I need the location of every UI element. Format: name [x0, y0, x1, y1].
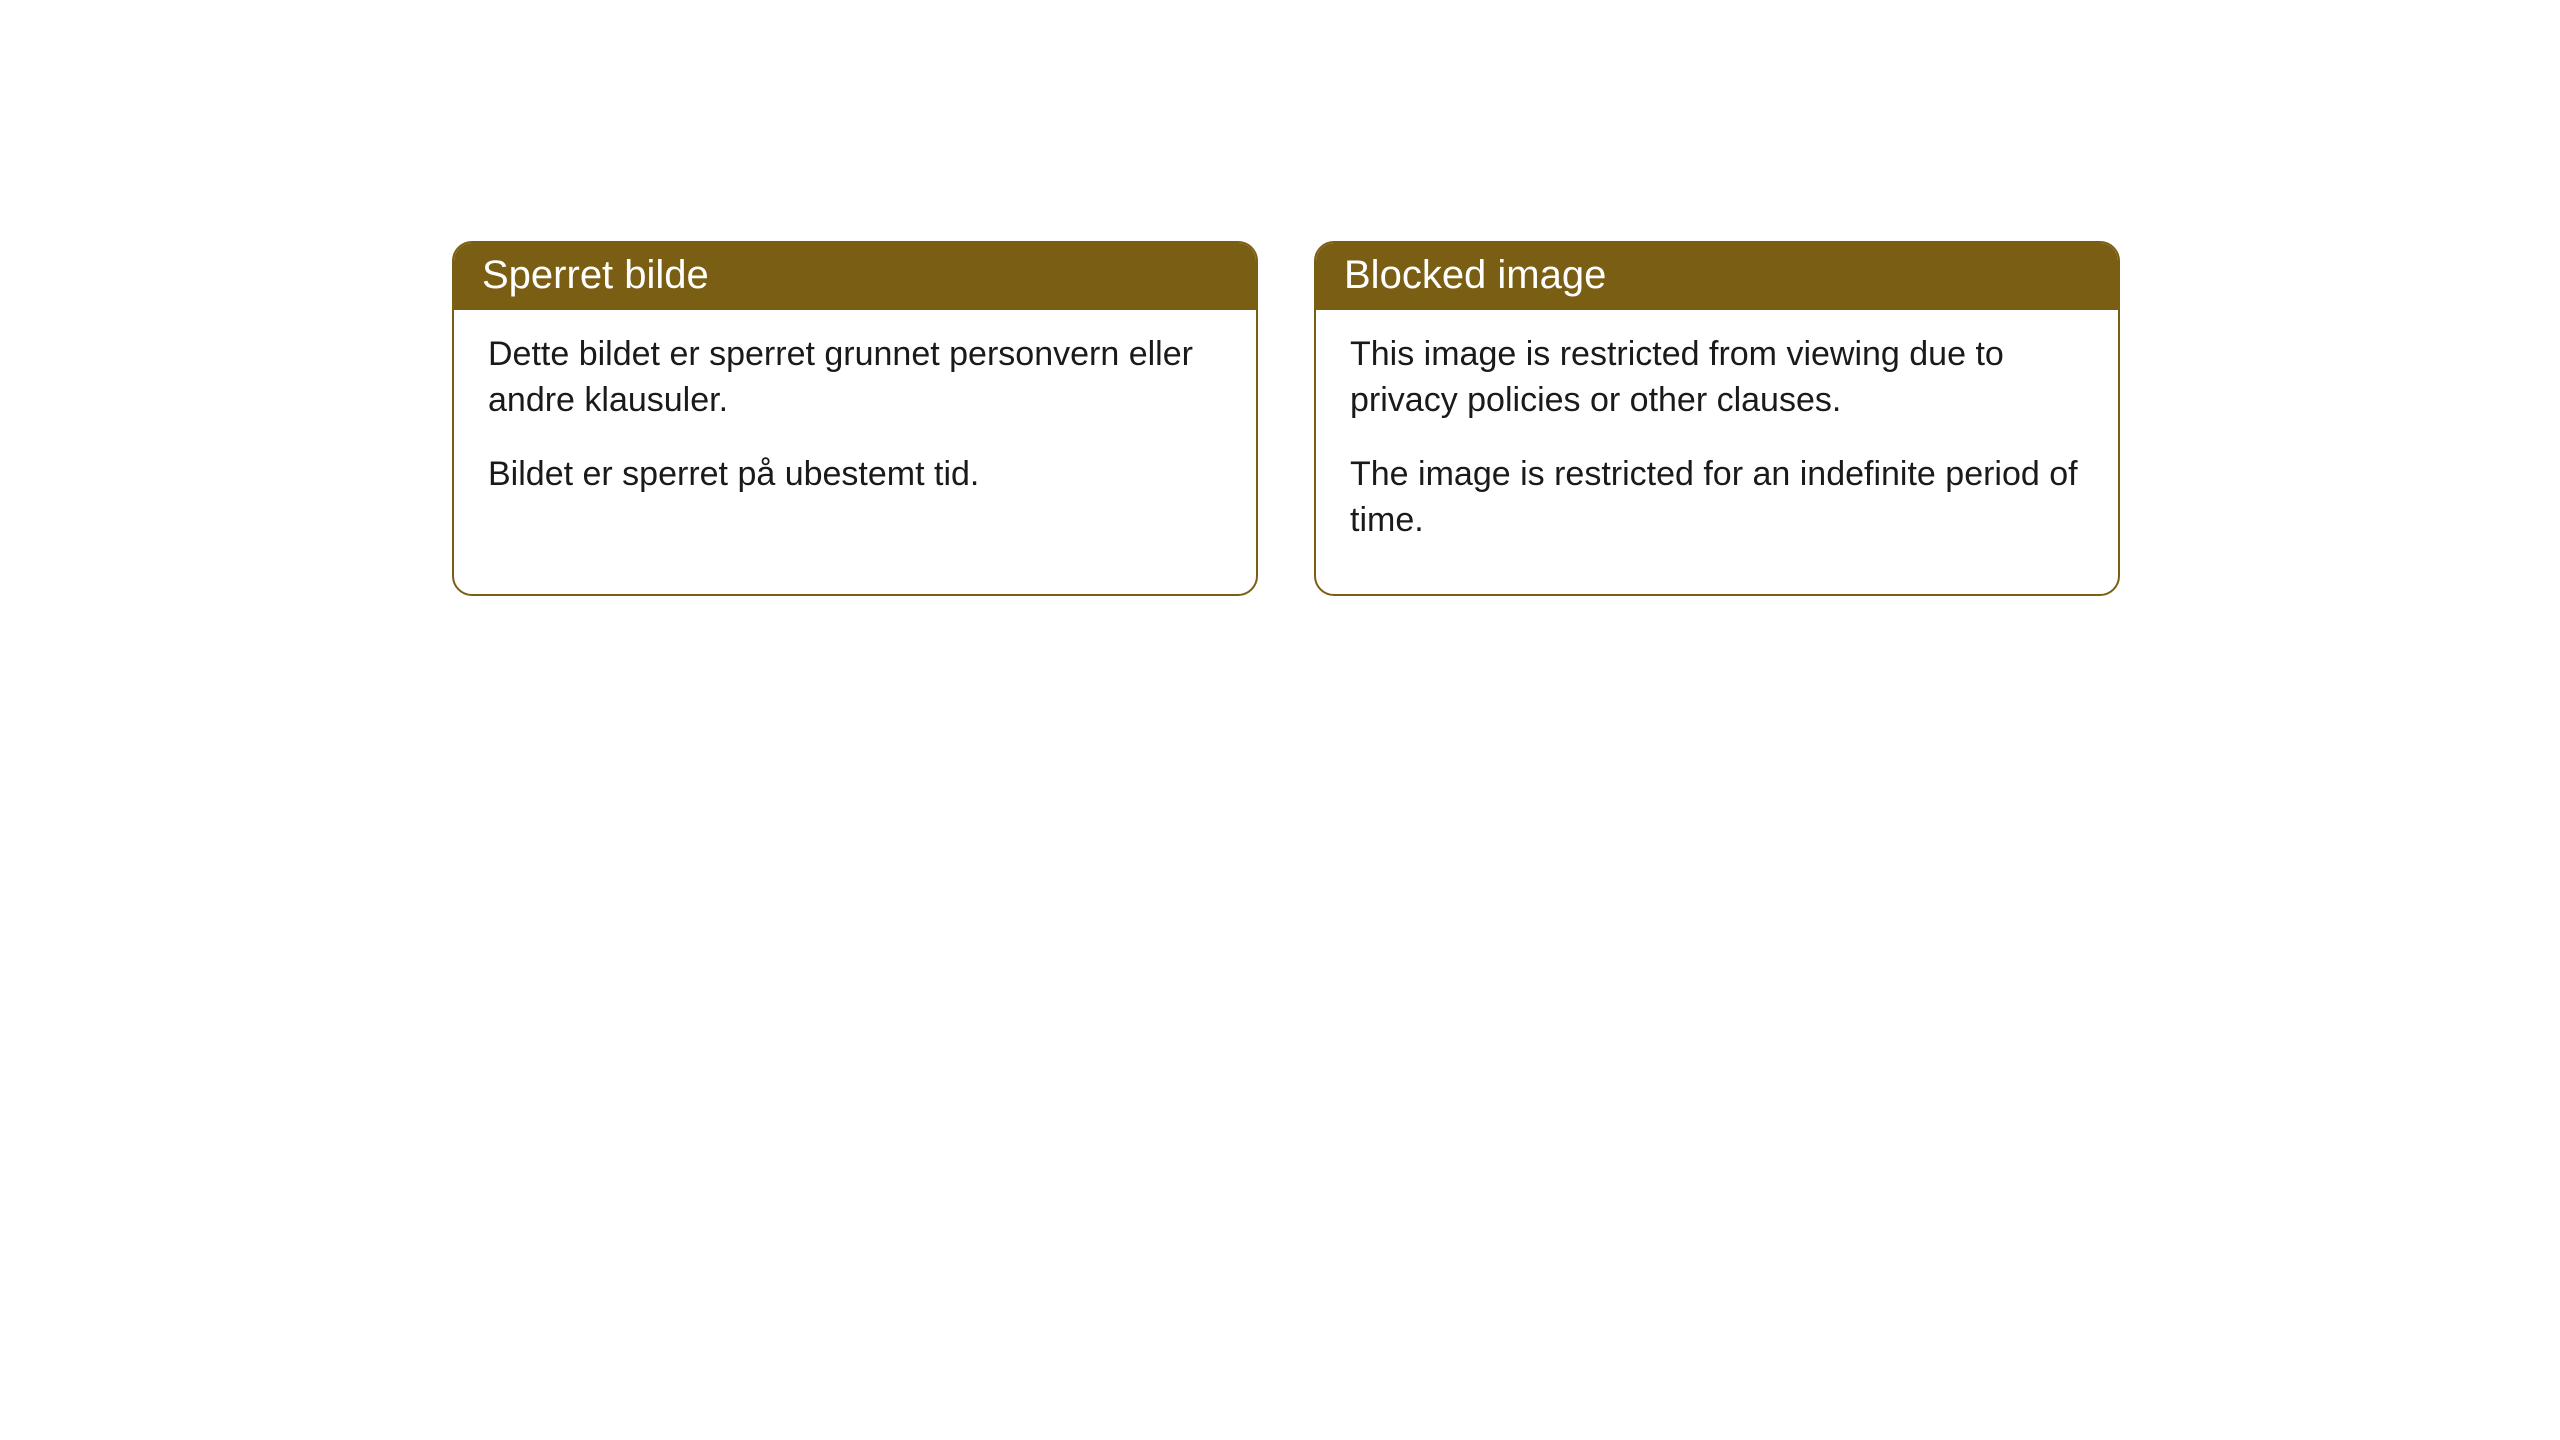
card-body: Dette bildet er sperret grunnet personve…	[454, 310, 1256, 548]
card-paragraph: Dette bildet er sperret grunnet personve…	[488, 332, 1222, 424]
card-header: Sperret bilde	[454, 243, 1256, 310]
card-title: Blocked image	[1344, 253, 1606, 297]
notice-cards-container: Sperret bilde Dette bildet er sperret gr…	[452, 241, 2120, 596]
card-title: Sperret bilde	[482, 253, 709, 297]
card-paragraph: The image is restricted for an indefinit…	[1350, 452, 2084, 544]
blocked-image-card-english: Blocked image This image is restricted f…	[1314, 241, 2120, 596]
card-body: This image is restricted from viewing du…	[1316, 310, 2118, 594]
card-paragraph: This image is restricted from viewing du…	[1350, 332, 2084, 424]
card-header: Blocked image	[1316, 243, 2118, 310]
card-paragraph: Bildet er sperret på ubestemt tid.	[488, 452, 1222, 498]
blocked-image-card-norwegian: Sperret bilde Dette bildet er sperret gr…	[452, 241, 1258, 596]
